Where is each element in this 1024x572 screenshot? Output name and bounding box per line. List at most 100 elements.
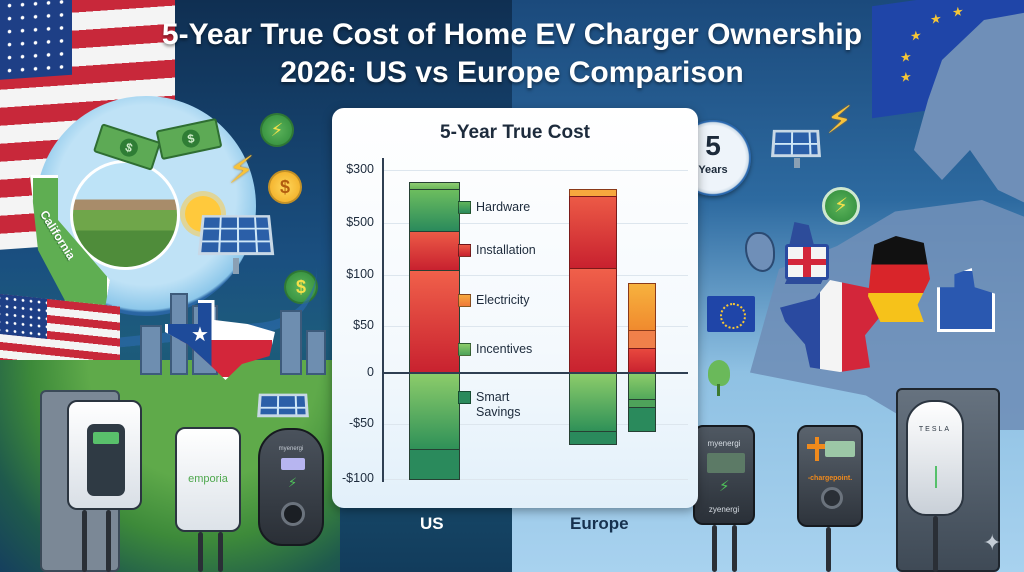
eu-star-icon: ★ [900, 68, 912, 86]
bar-segment-europe2-incentives [628, 373, 656, 400]
charger-screen [87, 424, 125, 496]
ireland-map [745, 232, 775, 272]
eu-flag-small-icon [707, 296, 755, 332]
bar-segment-europe2-smart-savings [628, 407, 656, 432]
eu-star-icon: ★ [910, 27, 922, 44]
us-charger-white [67, 400, 142, 510]
charger-screen [825, 441, 855, 457]
gridline [384, 275, 688, 276]
page-title: 5-Year True Cost of Home EV Charger Owne… [161, 18, 863, 89]
gridline [384, 223, 688, 224]
y-tick-label: 0 [367, 365, 374, 379]
legend-item-installation: Installation [458, 243, 536, 258]
eu-charger-myenergi: myenergi ⚡ zyenergi [693, 425, 755, 525]
hills-landscape-icon [70, 160, 180, 270]
x-label-europe: Europe [570, 514, 629, 533]
clock-label: Years [698, 164, 728, 176]
lightning-bolt-icon: ⚡ [228, 150, 255, 192]
charger-brand-label: myenergi [278, 446, 304, 452]
solar-panel-stand [794, 158, 800, 168]
eu-star-icon: ★ [952, 3, 964, 21]
lightning-bolt-icon: ⚡ [719, 478, 730, 495]
charger-cable [933, 516, 938, 572]
charger-cable [198, 532, 203, 572]
us-charger-emporia: emporia [175, 427, 241, 532]
y-tick-label: $300 [346, 162, 374, 176]
bar-segment-us-smart-savings [409, 449, 460, 480]
bar-segment-us-hardware [409, 189, 460, 232]
charger-cable [218, 532, 223, 572]
legend-swatch-smart-savings [458, 391, 471, 404]
charger-cable [82, 510, 87, 572]
legend-item-incentives: Incentives [458, 342, 533, 357]
chargepoint-logo-icon [807, 437, 827, 461]
bar-segment-europe-installation [569, 268, 617, 374]
legend-label: Installation [476, 243, 536, 257]
bar-segment-europe-smart-savings [569, 431, 617, 445]
y-tick-label: -$100 [342, 471, 374, 485]
chargepoint-brand-label: -chargepoint. [807, 475, 853, 482]
legend-item-electricity: Electricity [458, 293, 530, 308]
charger-brand-label: myenergi [707, 439, 741, 448]
eu-charger-tesla: TESLA [906, 400, 964, 516]
chart-title: 5-Year True Cost [440, 122, 590, 143]
bar-segment-europe-installation-upper [569, 196, 617, 269]
y-tick-label: -$50 [348, 416, 374, 430]
charger-screen [281, 458, 305, 470]
legend-swatch-hardware [458, 201, 471, 214]
legend-label: Electricity [476, 293, 530, 307]
legend-swatch-installation [458, 244, 471, 257]
y-tick-label: $500 [346, 215, 374, 229]
dollar-coin-icon: $ [284, 270, 318, 304]
tree-icon [708, 360, 730, 396]
zero-baseline [384, 372, 688, 374]
solar-panel-icon [771, 129, 821, 158]
y-tick-label: $50 [353, 318, 374, 332]
x-label-us: US [420, 514, 444, 533]
legend-item-smart-savings: Smart Savings [458, 390, 521, 420]
charger-cable [732, 525, 737, 572]
chart-card: 5-Year True Cost $300 $500 $100 $50 0 -$… [332, 108, 698, 508]
legend-label: Incentives [476, 342, 533, 356]
gridline [384, 170, 688, 171]
bar-segment-us-installation [409, 270, 460, 374]
tesla-brand-label: TESLA [918, 426, 952, 433]
emporia-brand-label: emporia [188, 473, 228, 485]
charger-cable [712, 525, 717, 572]
lightning-bolt-icon: ⚡ [288, 475, 298, 490]
clock-number: 5 [705, 130, 721, 161]
bar-segment-europe-incentives [569, 373, 617, 432]
charging-plug-icon [821, 487, 843, 509]
charger-status-led [935, 466, 937, 488]
eu-star-icon: ★ [900, 48, 912, 66]
legend-label: Savings [476, 405, 521, 419]
charger-screen [707, 453, 745, 473]
y-tick-label: $100 [346, 267, 374, 281]
charger-cable [826, 527, 831, 572]
uk-flag-icon [785, 244, 829, 280]
bar-segment-europe2-installation [628, 348, 656, 374]
energy-coin-icon: ⚡ [260, 113, 294, 147]
bar-segment-us-installation-upper [409, 231, 460, 271]
charger-dial-icon [281, 502, 305, 526]
bar-segment-europe2-electricity-lower [628, 330, 656, 349]
charger-brand-label: zyenergi [708, 505, 740, 514]
gridline [384, 326, 688, 327]
texas-star-icon: ★ [191, 324, 209, 346]
solar-panel-icon [197, 215, 275, 256]
eu-charger-chargepoint: -chargepoint. [797, 425, 863, 527]
legend-label: Hardware [476, 200, 531, 214]
sparkle-icon: ✦ [983, 530, 1002, 555]
legend-label: Smart [476, 390, 510, 404]
us-charger-dark: myenergi ⚡ [258, 428, 324, 546]
energy-coin-icon: ⚡ [822, 187, 860, 225]
y-axis [382, 158, 384, 482]
dollar-coin-icon: $ [268, 170, 302, 204]
legend-swatch-incentives [458, 343, 471, 356]
gridline [384, 479, 688, 480]
solar-panel-stand [233, 258, 239, 274]
bar-segment-us-incentives [409, 373, 460, 450]
legend-item-hardware: Hardware [458, 200, 531, 215]
lightning-bolt-icon: ⚡ [826, 100, 853, 142]
charger-cable [106, 510, 111, 572]
